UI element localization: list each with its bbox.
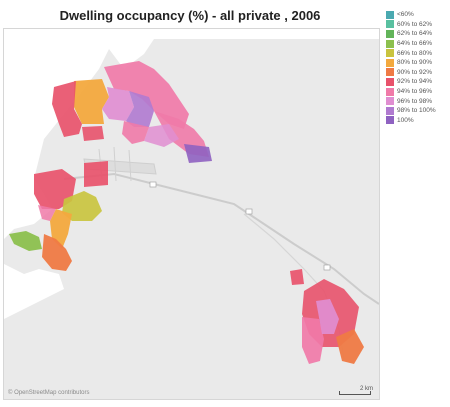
road-marker [149, 181, 157, 188]
legend-swatch [386, 68, 394, 77]
legend-swatch [386, 49, 394, 58]
region-north-salmon[interactable] [74, 79, 109, 124]
region-north-rose[interactable] [122, 121, 149, 144]
legend-item[interactable]: 60% to 62% [386, 20, 448, 30]
map-attribution[interactable]: © OpenStreetMap contributors [8, 390, 90, 396]
water-body-sw [4, 264, 64, 319]
legend-swatch [386, 10, 394, 19]
legend-swatch [386, 77, 394, 86]
region-west-olive[interactable] [62, 191, 102, 221]
region-north-violet[interactable] [126, 91, 154, 127]
region-se-lilac[interactable] [316, 299, 339, 334]
legend-label: 64% to 66% [397, 40, 433, 48]
legend-item[interactable]: 64% to 66% [386, 39, 448, 49]
legend-swatch [386, 29, 394, 38]
region-se-coral[interactable] [336, 329, 364, 364]
legend-swatch [386, 116, 394, 125]
water-body [4, 29, 379, 239]
legend-label: 62% to 64% [397, 30, 433, 38]
legend-item[interactable]: 92% to 94% [386, 77, 448, 87]
region-north-red-small[interactable] [82, 126, 104, 141]
legend-label: <60% [397, 11, 414, 19]
map-legend: <60% 60% to 62% 62% to 64% 64% to 66% 66% to… [386, 10, 448, 125]
legend-swatch [386, 20, 394, 29]
scale-bar: 2 km [339, 386, 373, 395]
legend-label: 92% to 94% [397, 78, 433, 86]
legend-item[interactable]: 96% to 98% [386, 96, 448, 106]
legend-item[interactable]: 100% [386, 116, 448, 126]
region-north-red[interactable] [52, 81, 82, 137]
legend-swatch [386, 58, 394, 67]
region-west-green[interactable] [9, 231, 42, 251]
scale-bar-line [339, 391, 371, 395]
region-west-pink[interactable] [38, 205, 56, 221]
legend-label: 66% to 80% [397, 49, 433, 57]
legend-swatch [386, 106, 394, 115]
legend-label: 80% to 90% [397, 59, 433, 67]
legend-label: 100% [397, 116, 414, 124]
legend-label: 60% to 62% [397, 20, 433, 28]
region-north-pink-a[interactable] [104, 61, 189, 129]
legend-swatch [386, 39, 394, 48]
choropleth-map[interactable]: © OpenStreetMap contributors 2 km [3, 28, 380, 400]
region-north-orchid[interactable] [144, 124, 179, 147]
road-marker [323, 264, 331, 271]
legend-swatch [386, 87, 394, 96]
region-west-red-b[interactable] [84, 161, 108, 187]
legend-item[interactable]: 94% to 96% [386, 87, 448, 97]
region-se-red-small[interactable] [290, 269, 304, 285]
legend-label: 98% to 100% [397, 107, 436, 115]
region-north-purple[interactable] [184, 144, 212, 163]
legend-item[interactable]: 80% to 90% [386, 58, 448, 68]
region-north-lilac[interactable] [102, 87, 134, 121]
legend-item[interactable]: 62% to 64% [386, 29, 448, 39]
scale-bar-label: 2 km [359, 386, 373, 392]
legend-item[interactable]: 66% to 80% [386, 48, 448, 58]
legend-item[interactable]: <60% [386, 10, 448, 20]
legend-label: 94% to 96% [397, 88, 433, 96]
legend-label: 96% to 98% [397, 97, 433, 105]
legend-label: 90% to 92% [397, 68, 433, 76]
road-marker [245, 208, 253, 215]
legend-item[interactable]: 90% to 92% [386, 68, 448, 78]
map-title: Dwelling occupancy (%) - all private , 2… [59, 8, 321, 23]
map-canvas [4, 29, 379, 364]
legend-item[interactable]: 98% to 100% [386, 106, 448, 116]
legend-swatch [386, 97, 394, 106]
region-west-coral[interactable] [42, 234, 72, 271]
region-se-pink[interactable] [302, 317, 324, 364]
